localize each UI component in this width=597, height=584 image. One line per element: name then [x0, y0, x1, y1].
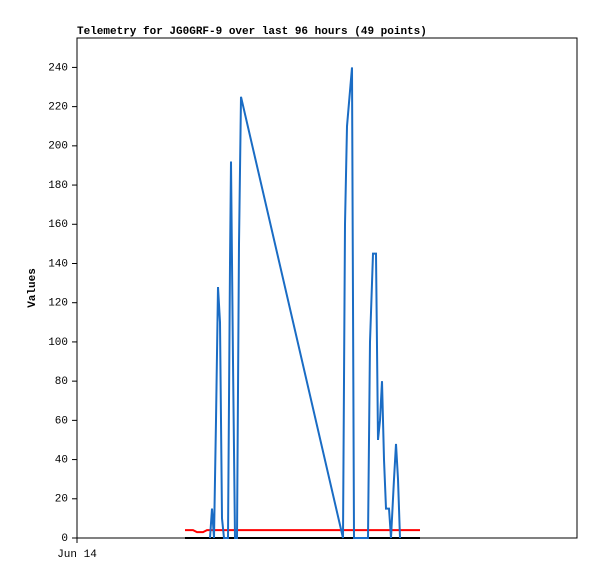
- chart-title: Telemetry for JG0GRF-9 over last 96 hour…: [77, 26, 427, 38]
- y-tick-label: 100: [48, 337, 68, 349]
- x-tick-label: Jun 14: [57, 549, 97, 561]
- y-tick-label: 60: [55, 415, 68, 427]
- line-series: [209, 67, 401, 539]
- plot-frame: [76, 37, 578, 539]
- y-tick-label: 40: [55, 454, 68, 466]
- y-tick-label: 120: [48, 298, 68, 310]
- y-tick-label: 220: [48, 102, 68, 114]
- y-tick-label: 0: [61, 533, 68, 545]
- y-tick-label: 160: [48, 219, 68, 231]
- y-tick-label: 200: [48, 141, 68, 153]
- y-axis-label: Values: [27, 268, 39, 308]
- line-series: [185, 529, 420, 534]
- y-tick-label: 180: [48, 180, 68, 192]
- y-tick-label: 20: [55, 494, 68, 506]
- y-tick-label: 140: [48, 258, 68, 270]
- y-tick-label: 80: [55, 376, 68, 388]
- y-tick-label: 240: [48, 62, 68, 74]
